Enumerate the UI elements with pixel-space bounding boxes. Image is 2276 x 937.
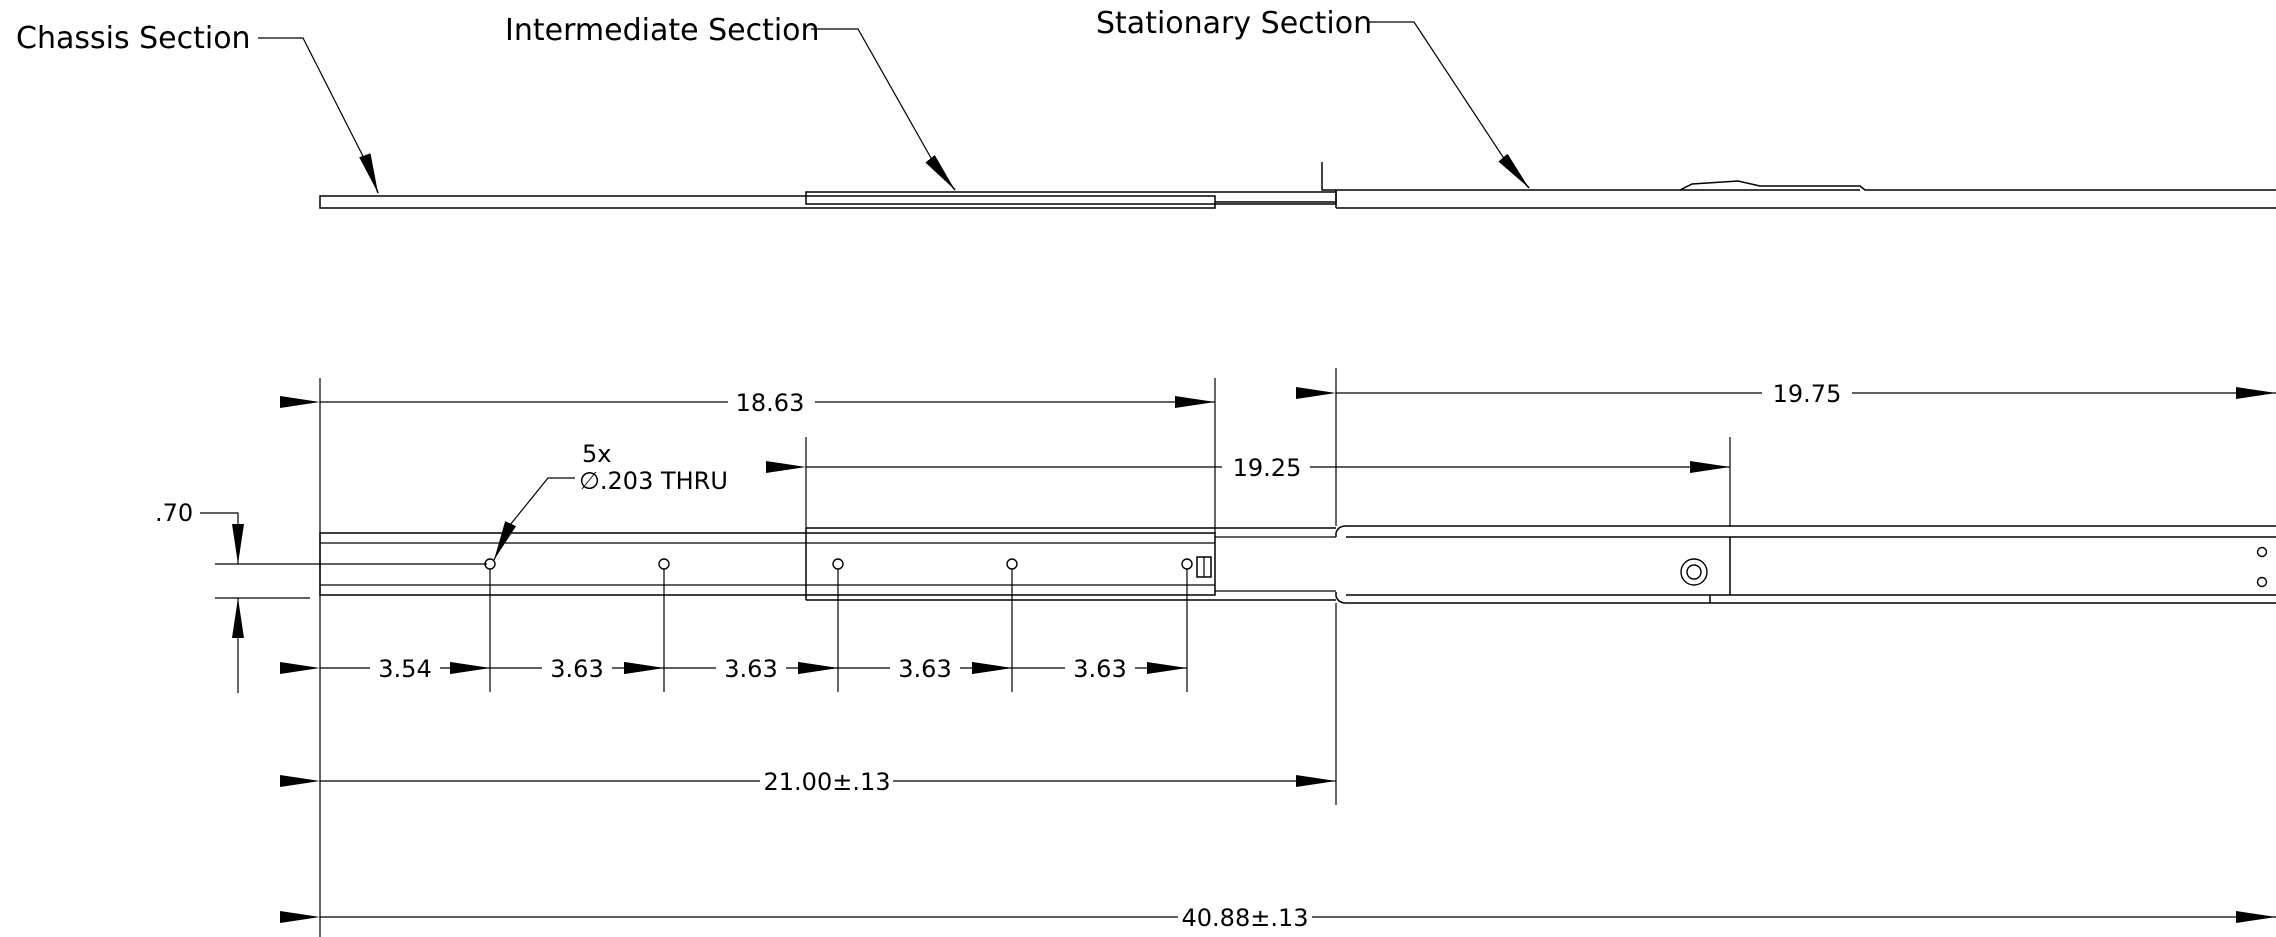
label-intermediate-section: Intermediate Section <box>505 13 820 48</box>
callout-stationary: Stationary Section <box>1096 6 1530 189</box>
mounting-hole <box>1181 558 1193 570</box>
bottom-plan-view <box>319 525 2276 604</box>
dimension-40-88: 40.88±.13 <box>280 904 2276 932</box>
chassis-holes <box>484 558 1193 570</box>
bracket-tab <box>1321 162 1336 191</box>
hole-spacing-dimensions: 3.54 3.63 3.63 3.63 3.63 <box>280 655 1187 683</box>
dimension-21-00: 21.00±.13 <box>280 768 1336 796</box>
dimension-19-25: 19.25 <box>766 454 1730 482</box>
hole-callout: 5x ∅.203 THRU <box>493 440 728 561</box>
svg-text:40.88±.13: 40.88±.13 <box>1182 904 1309 932</box>
dimension-18-63: 18.63 <box>280 389 1215 417</box>
dimension-0-70: .70 <box>155 499 244 693</box>
svg-text:3.63: 3.63 <box>1073 655 1126 683</box>
svg-text:5x: 5x <box>582 440 611 468</box>
stationary-section-profile <box>1335 180 2276 208</box>
mounting-hole <box>1006 558 1018 570</box>
svg-text:21.00±.13: 21.00±.13 <box>764 768 891 796</box>
dimension-19-75: 19.75 <box>1296 380 2276 408</box>
svg-text:3.63: 3.63 <box>724 655 777 683</box>
stationary-hole <box>2256 546 2268 558</box>
svg-text:19.25: 19.25 <box>1233 454 1302 482</box>
top-profile-view <box>319 162 2276 209</box>
stationary-hole <box>2256 576 2268 588</box>
label-stationary-section: Stationary Section <box>1096 6 1372 41</box>
callout-chassis: Chassis Section <box>16 21 379 194</box>
extension-lines <box>215 368 1731 937</box>
svg-text:19.75: 19.75 <box>1773 380 1842 408</box>
svg-text:∅.203 THRU: ∅.203 THRU <box>579 467 728 495</box>
mounting-hole <box>658 558 670 570</box>
svg-text:3.54: 3.54 <box>378 655 431 683</box>
svg-text:3.63: 3.63 <box>550 655 603 683</box>
bearing-inner <box>1686 564 1702 580</box>
label-chassis-section: Chassis Section <box>16 21 251 56</box>
svg-text:18.63: 18.63 <box>736 389 805 417</box>
callout-intermediate: Intermediate Section <box>505 13 956 191</box>
svg-text:.70: .70 <box>155 499 193 527</box>
mounting-hole <box>832 558 844 570</box>
chassis-section-profile <box>319 195 1216 209</box>
svg-text:3.63: 3.63 <box>898 655 951 683</box>
